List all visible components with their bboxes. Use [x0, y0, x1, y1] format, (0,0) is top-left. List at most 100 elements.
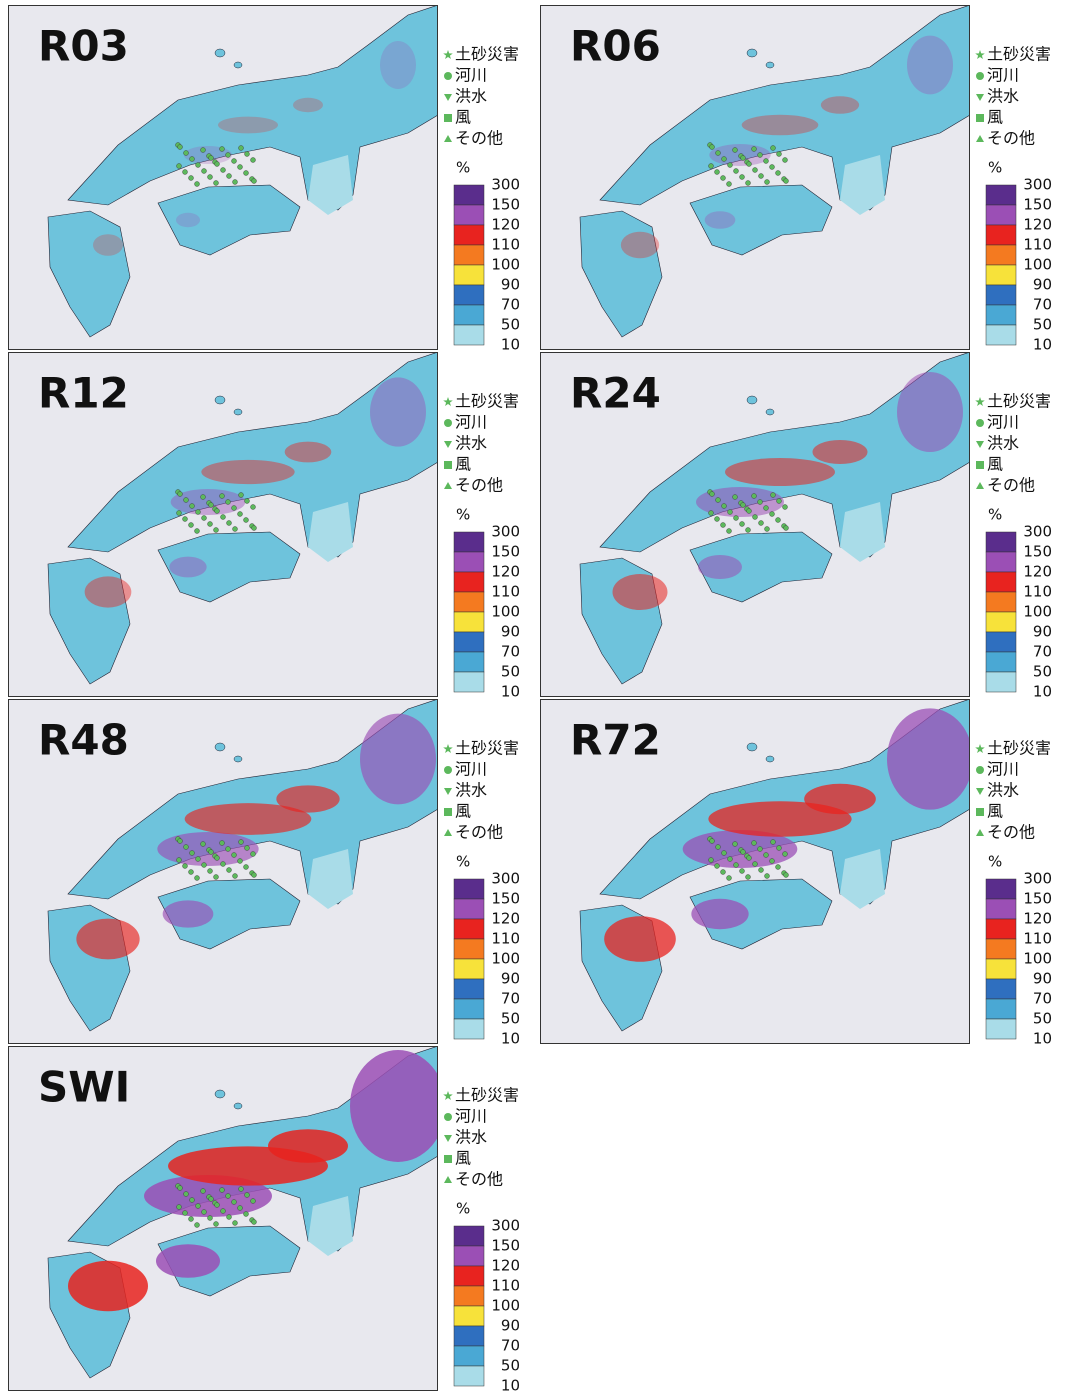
- colorbar-bin: [454, 1019, 484, 1039]
- legend-label: 風: [455, 1149, 471, 1168]
- colorbar-label: 120: [491, 1257, 520, 1275]
- event-marker: [190, 504, 195, 509]
- map-panel: R12: [8, 352, 438, 697]
- colorbar-bin: [454, 672, 484, 692]
- event-marker: [239, 1187, 244, 1192]
- legend-label: その他: [455, 476, 503, 495]
- event-marker: [232, 853, 237, 858]
- event-marker: [183, 517, 188, 522]
- colorbar-label: 90: [1033, 276, 1052, 294]
- legend-label: 土砂災害: [987, 739, 1051, 758]
- colorbar-bin: [454, 532, 484, 552]
- event-marker: [233, 874, 238, 879]
- marker-down: [444, 94, 452, 101]
- legend: 土砂災害河川洪水風その他%30015012011010090705010: [974, 352, 1069, 697]
- colorbar-label: 110: [1023, 930, 1052, 948]
- colorbar-label: 70: [501, 990, 520, 1008]
- event-marker: [722, 504, 727, 509]
- event-marker: [759, 868, 764, 873]
- event-marker: [245, 152, 250, 157]
- event-marker: [215, 509, 220, 514]
- event-marker: [208, 522, 213, 527]
- colorbar-label: 100: [491, 603, 520, 621]
- event-marker: [746, 181, 751, 186]
- event-marker: [221, 515, 226, 520]
- event-marker: [196, 163, 201, 168]
- legend-label: 土砂災害: [987, 392, 1051, 411]
- ratio-area: [691, 899, 748, 929]
- colorbar-label: 50: [1033, 663, 1052, 681]
- event-marker: [178, 145, 183, 150]
- map-panel: R06: [540, 5, 970, 350]
- map-panel: R03: [8, 5, 438, 350]
- event-marker: [178, 1186, 183, 1191]
- marker-square: [976, 461, 984, 469]
- event-marker: [722, 157, 727, 162]
- event-marker: [227, 174, 232, 179]
- event-marker: [239, 840, 244, 845]
- event-marker: [177, 511, 182, 516]
- event-marker: [252, 526, 257, 531]
- map: R03: [8, 5, 438, 350]
- colorbar-bin: [986, 305, 1016, 325]
- event-marker: [226, 153, 231, 158]
- marker-up: [976, 135, 984, 142]
- event-marker: [209, 156, 214, 161]
- event-marker: [244, 1212, 249, 1217]
- legend-svg: 土砂災害河川洪水風その他%30015012011010090705010: [442, 352, 537, 697]
- event-marker: [764, 159, 769, 164]
- colorbar-label: 110: [491, 583, 520, 601]
- marker-star: [975, 50, 985, 59]
- event-marker: [251, 1199, 256, 1204]
- ratio-area: [742, 115, 819, 136]
- colorbar-label: 150: [491, 1237, 520, 1255]
- event-marker: [251, 158, 256, 163]
- event-marker: [178, 839, 183, 844]
- colorbar-label: 10: [501, 1030, 520, 1045]
- event-marker: [721, 523, 726, 528]
- legend-label: 風: [987, 108, 1003, 127]
- marker-square: [444, 114, 452, 122]
- event-marker: [202, 169, 207, 174]
- ratio-area: [621, 232, 659, 258]
- event-marker: [244, 865, 249, 870]
- event-marker: [734, 516, 739, 521]
- colorbar-label: 300: [491, 176, 520, 194]
- colorbar-unit: %: [456, 853, 470, 871]
- event-marker: [238, 512, 243, 517]
- colorbar-bin: [454, 939, 484, 959]
- legend-label: 風: [455, 108, 471, 127]
- colorbar-label: 10: [1033, 1030, 1052, 1045]
- event-marker: [727, 529, 732, 534]
- colorbar-bin: [454, 592, 484, 612]
- colorbar-label: 70: [1033, 990, 1052, 1008]
- colorbar-bin: [986, 592, 1016, 612]
- legend-label: 河川: [987, 760, 1019, 779]
- map: R24: [540, 352, 970, 697]
- event-marker: [252, 1220, 257, 1225]
- event-marker: [252, 873, 257, 878]
- event-marker: [215, 1203, 220, 1208]
- colorbar-label: 150: [491, 196, 520, 214]
- legend-label: 洪水: [455, 87, 487, 106]
- legend-label: 風: [987, 802, 1003, 821]
- event-marker: [190, 1198, 195, 1203]
- event-marker: [195, 529, 200, 534]
- ratio-area: [218, 117, 278, 134]
- event-marker: [709, 511, 714, 516]
- colorbar-bin: [454, 959, 484, 979]
- event-marker: [733, 495, 738, 500]
- marker-up: [976, 482, 984, 489]
- panel-label: R06: [570, 22, 661, 71]
- event-marker: [183, 864, 188, 869]
- event-marker: [709, 164, 714, 169]
- event-marker: [184, 151, 189, 156]
- colorbar-bin: [986, 652, 1016, 672]
- event-marker: [184, 845, 189, 850]
- marker-circle: [976, 766, 984, 774]
- colorbar-bin: [986, 572, 1016, 592]
- event-marker: [747, 509, 752, 514]
- event-marker: [747, 856, 752, 861]
- colorbar-label: 100: [491, 1297, 520, 1315]
- marker-down: [976, 441, 984, 448]
